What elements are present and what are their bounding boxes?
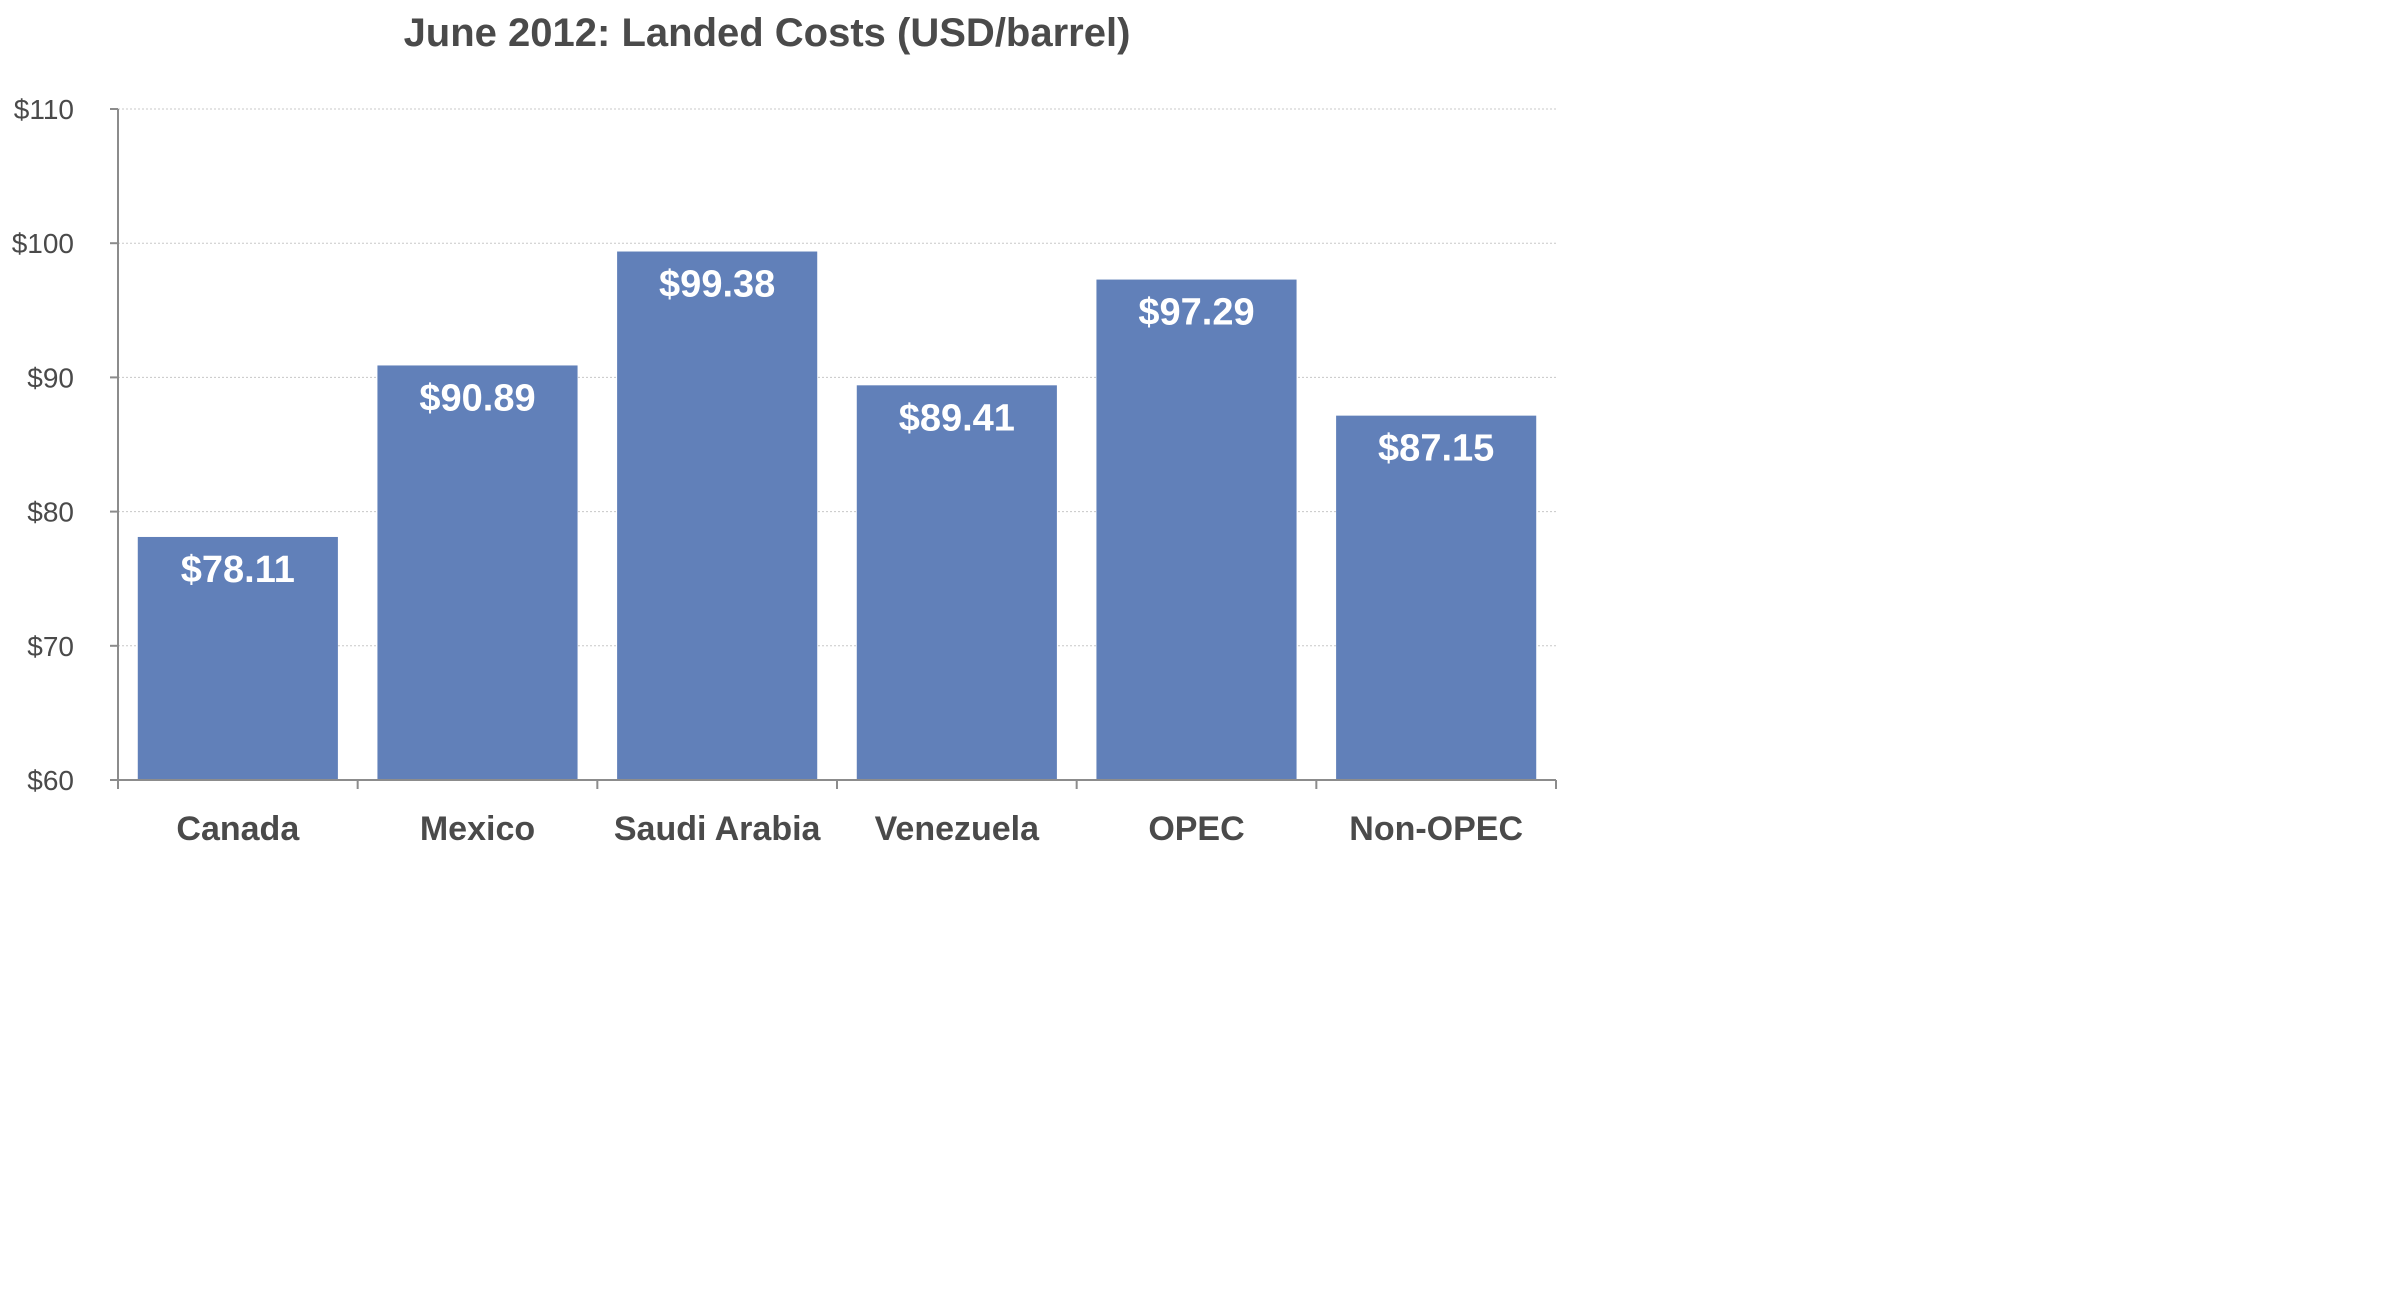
data-label: $78.11	[181, 549, 295, 591]
bar-opec	[1096, 279, 1297, 780]
x-tick-label: Non-OPEC	[1349, 810, 1523, 848]
bar-venezuela	[856, 385, 1057, 780]
x-tick-label: Venezuela	[875, 810, 1041, 848]
data-label: $87.15	[1378, 428, 1494, 470]
labels: $60 $70 $80 $90 $100 $110 $78.11 Canada $90.89 Me…	[12, 94, 1523, 848]
data-label: $97.29	[1138, 292, 1254, 334]
y-tick-label: $60	[27, 765, 74, 796]
axes	[110, 108, 1557, 789]
y-tick-label: $80	[27, 497, 74, 528]
bar-chart: June 2012: Landed Costs (USD/barrel) $60…	[12, 11, 1557, 848]
chart-container: June 2012: Landed Costs (USD/barrel) $60…	[0, 0, 1568, 854]
bars	[137, 251, 1537, 781]
data-label: $89.41	[899, 397, 1015, 439]
x-tick-label: OPEC	[1148, 810, 1244, 848]
data-label: $90.89	[419, 377, 535, 419]
bar-non-opec	[1336, 415, 1537, 780]
y-tick-label: $70	[27, 631, 74, 662]
y-tick-label: $110	[14, 94, 74, 125]
x-tick-label: Mexico	[420, 810, 535, 848]
x-tick-label: Canada	[176, 810, 300, 848]
data-label: $99.38	[659, 264, 775, 306]
bar-canada	[137, 536, 338, 780]
y-tick-label: $100	[12, 228, 74, 259]
chart-title: June 2012: Landed Costs (USD/barrel)	[404, 11, 1131, 55]
bar-saudi-arabia	[617, 251, 818, 781]
y-tick-label: $90	[27, 362, 74, 393]
x-tick-label: Saudi Arabia	[614, 810, 822, 848]
bar-mexico	[377, 365, 578, 780]
